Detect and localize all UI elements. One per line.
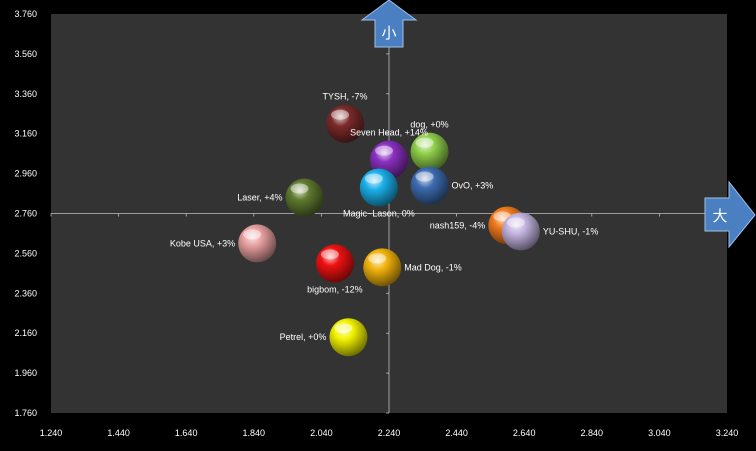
point-label: Magic~Lason, 0% bbox=[343, 209, 415, 219]
bubble-highlight bbox=[243, 229, 262, 240]
data-point: Petrel, +0% bbox=[280, 318, 368, 357]
bubble-highlight bbox=[364, 173, 383, 184]
right-arrow-label: 大 bbox=[712, 207, 727, 225]
data-point: Magic~Lason, 0% bbox=[343, 168, 415, 219]
bubble-highlight bbox=[415, 171, 434, 182]
x-tick-label: 2.440 bbox=[445, 428, 468, 438]
bubble-highlight bbox=[320, 249, 339, 260]
tick-labels: 1.240 1.440 1.640 1.840 2.040 2.240 2.440 2.640… bbox=[14, 9, 738, 438]
x-tick-label: 2.840 bbox=[581, 428, 604, 438]
bubble-highlight bbox=[368, 253, 387, 264]
up-arrow-label: 小 bbox=[381, 24, 396, 42]
bubble-marker bbox=[363, 248, 402, 287]
x-tick-label: 2.640 bbox=[513, 428, 536, 438]
point-label: Petrel, +0% bbox=[280, 332, 327, 342]
y-tick-label: 2.760 bbox=[14, 209, 37, 219]
x-axis-arrow: 大 bbox=[704, 180, 756, 249]
bubble-highlight bbox=[290, 183, 309, 194]
point-label: TYSH, -7% bbox=[323, 92, 368, 102]
bubble-marker bbox=[501, 212, 540, 251]
point-label: nash159, -4% bbox=[430, 220, 486, 230]
y-tick-label: 2.960 bbox=[14, 169, 37, 179]
point-label: Kobe USA, +3% bbox=[170, 238, 235, 248]
data-point: YU-SHU, -1% bbox=[501, 212, 599, 251]
x-tick-label: 1.640 bbox=[175, 428, 198, 438]
point-label: Laser, +4% bbox=[237, 193, 282, 203]
right-arrow-shape bbox=[704, 180, 756, 249]
bubble-marker bbox=[326, 104, 365, 143]
x-tick-label: 1.440 bbox=[107, 428, 130, 438]
y-tick-label: 2.360 bbox=[14, 288, 37, 298]
up-arrow-shape bbox=[360, 0, 418, 48]
bubble-marker bbox=[359, 168, 398, 207]
y-tick-label: 1.760 bbox=[14, 408, 37, 418]
point-label: dog, +0% bbox=[410, 120, 448, 130]
y-tick-label: 1.960 bbox=[14, 368, 37, 378]
bubble-marker bbox=[315, 244, 354, 283]
data-point: OvO, +3% bbox=[410, 166, 494, 205]
x-tick-label: 1.840 bbox=[243, 428, 266, 438]
y-tick-label: 3.360 bbox=[14, 89, 37, 99]
y-tick-label: 2.560 bbox=[14, 248, 37, 258]
y-tick-label: 3.760 bbox=[14, 9, 37, 19]
bubble-highlight bbox=[506, 217, 525, 228]
point-label: Seven Head, +14% bbox=[350, 128, 428, 138]
x-tick-label: 3.040 bbox=[648, 428, 671, 438]
x-tick-label: 2.240 bbox=[378, 428, 401, 438]
data-point: Laser, +4% bbox=[237, 178, 324, 217]
data-points: TYSH, -7% dog, +0%Seven Head, +14% OvO, +3… bbox=[170, 92, 599, 357]
point-label: OvO, +3% bbox=[452, 181, 494, 191]
x-tick-label: 3.240 bbox=[716, 428, 739, 438]
x-tick-label: 1.240 bbox=[40, 428, 63, 438]
data-point: dog, +0% bbox=[410, 120, 449, 171]
x-tick-label: 2.040 bbox=[310, 428, 333, 438]
bubble-highlight bbox=[415, 137, 434, 148]
bubble-marker bbox=[238, 224, 277, 263]
data-point: Mad Dog, -1% bbox=[363, 248, 462, 287]
point-label: YU-SHU, -1% bbox=[543, 226, 599, 236]
bubble-marker bbox=[285, 178, 324, 217]
bubble-highlight bbox=[334, 323, 353, 334]
data-point: bigbom, -12% bbox=[307, 244, 363, 294]
bubble-highlight bbox=[331, 109, 350, 120]
bubble-marker bbox=[410, 132, 449, 171]
point-label: Mad Dog, -1% bbox=[404, 262, 462, 272]
data-point: Kobe USA, +3% bbox=[170, 224, 277, 263]
y-tick-label: 2.160 bbox=[14, 328, 37, 338]
axis-arrows: 小大 bbox=[360, 0, 756, 249]
y-axis-arrow: 小 bbox=[360, 0, 418, 48]
bubble-marker bbox=[329, 318, 368, 357]
y-tick-label: 3.560 bbox=[14, 49, 37, 59]
y-tick-label: 3.160 bbox=[14, 129, 37, 139]
bubble-marker bbox=[410, 166, 449, 205]
data-point: TYSH, -7% bbox=[323, 92, 368, 143]
bubble-highlight bbox=[375, 145, 393, 156]
point-label: bigbom, -12% bbox=[307, 284, 363, 294]
